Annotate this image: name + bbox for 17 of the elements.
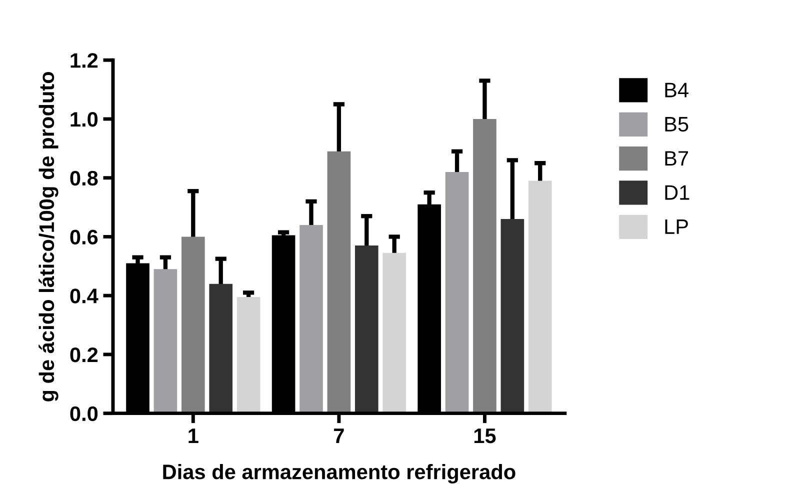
x-tick-label: 7 — [334, 428, 344, 444]
y-tick-label: 0.0 — [70, 406, 98, 422]
legend-label: B5 — [665, 117, 688, 132]
x-axis-title: Dias de armazenamento refrigerado — [163, 464, 516, 484]
x-tick-label: 1 — [188, 428, 198, 444]
y-axis-title: g de ácido lático/100g de produto — [38, 72, 58, 402]
y-tick-label: 1.0 — [70, 112, 98, 127]
legend-label: B7 — [665, 151, 688, 166]
y-tick-label: 0.8 — [70, 170, 98, 186]
y-tick-label: 0.2 — [70, 347, 98, 362]
legend-label: D1 — [665, 185, 690, 200]
y-tick-label: 0.4 — [70, 288, 98, 304]
legend-label: B4 — [665, 82, 688, 98]
x-tick-label: 15 — [474, 428, 496, 444]
y-tick-label: 1.2 — [70, 53, 98, 68]
y-tick-label: 0.6 — [70, 230, 98, 244]
legend-label: LP — [665, 220, 688, 234]
